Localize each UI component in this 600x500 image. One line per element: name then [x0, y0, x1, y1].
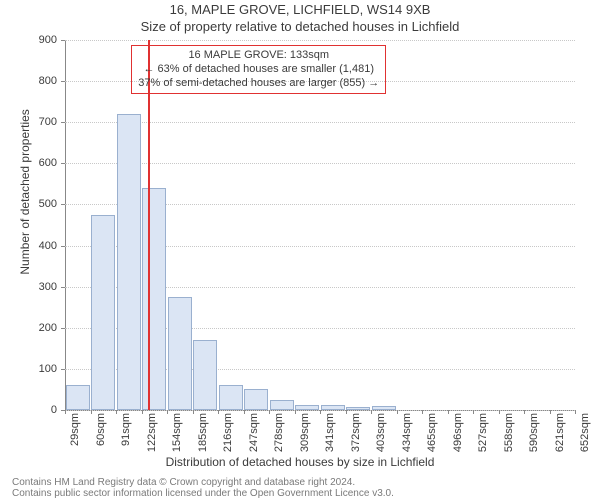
x-tick-label: 403sqm — [375, 413, 387, 452]
histogram-bar — [346, 407, 370, 410]
x-tick-label: 278sqm — [273, 413, 285, 452]
annotation-box: 16 MAPLE GROVE: 133sqm← 63% of detached … — [131, 45, 386, 94]
histogram-bar — [321, 405, 345, 410]
x-tick-label: 496sqm — [452, 413, 464, 452]
y-tick-mark — [61, 40, 65, 41]
x-tick-label: 621sqm — [554, 413, 566, 452]
x-tick-label: 216sqm — [222, 413, 234, 452]
x-tick-label: 652sqm — [579, 413, 591, 452]
y-tick-label: 100 — [17, 363, 57, 375]
y-tick-mark — [61, 122, 65, 123]
x-tick-label: 590sqm — [528, 413, 540, 452]
x-tick-mark — [116, 410, 117, 414]
gridline — [65, 40, 575, 41]
y-tick-label: 800 — [17, 75, 57, 87]
y-tick-mark — [61, 287, 65, 288]
x-tick-label: 29sqm — [69, 413, 81, 446]
y-tick-label: 300 — [17, 281, 57, 293]
histogram-bar — [372, 406, 396, 410]
x-tick-mark — [320, 410, 321, 414]
x-tick-mark — [448, 410, 449, 414]
x-tick-label: 434sqm — [401, 413, 413, 452]
x-tick-mark — [269, 410, 270, 414]
x-tick-mark — [524, 410, 525, 414]
y-tick-mark — [61, 328, 65, 329]
annotation-line: 37% of semi-detached houses are larger (… — [138, 77, 379, 91]
histogram-bar — [244, 389, 268, 410]
x-tick-mark — [142, 410, 143, 414]
x-tick-mark — [397, 410, 398, 414]
x-tick-mark — [65, 410, 66, 414]
x-tick-label: 185sqm — [197, 413, 209, 452]
histogram-bar — [295, 405, 319, 410]
x-tick-mark — [346, 410, 347, 414]
copyright-line: Contains public sector information licen… — [12, 488, 394, 499]
x-tick-mark — [244, 410, 245, 414]
y-tick-mark — [61, 81, 65, 82]
x-tick-mark — [550, 410, 551, 414]
plot-area: 010020030040050060070080090029sqm60sqm91… — [65, 40, 575, 410]
annotation-line: ← 63% of detached houses are smaller (1,… — [138, 63, 379, 77]
x-tick-mark — [167, 410, 168, 414]
y-tick-label: 900 — [17, 34, 57, 46]
histogram-bar — [91, 215, 115, 410]
x-tick-label: 527sqm — [477, 413, 489, 452]
x-tick-mark — [91, 410, 92, 414]
y-tick-label: 500 — [17, 198, 57, 210]
histogram-bar — [193, 340, 217, 410]
x-tick-mark — [473, 410, 474, 414]
x-tick-label: 309sqm — [299, 413, 311, 452]
histogram-bar — [142, 188, 166, 410]
x-tick-mark — [371, 410, 372, 414]
chart-title: 16, MAPLE GROVE, LICHFIELD, WS14 9XB — [0, 2, 600, 17]
histogram-bar — [168, 297, 192, 410]
y-tick-label: 200 — [17, 322, 57, 334]
x-tick-label: 122sqm — [146, 413, 158, 452]
y-tick-mark — [61, 204, 65, 205]
copyright-text: Contains HM Land Registry data © Crown c… — [12, 477, 394, 499]
y-tick-label: 700 — [17, 116, 57, 128]
histogram-bar — [66, 385, 90, 410]
x-tick-label: 465sqm — [426, 413, 438, 452]
annotation-line: 16 MAPLE GROVE: 133sqm — [138, 49, 379, 63]
x-axis-label: Distribution of detached houses by size … — [0, 455, 600, 469]
gridline — [65, 163, 575, 164]
x-tick-label: 341sqm — [324, 413, 336, 452]
x-tick-mark — [193, 410, 194, 414]
histogram-bar — [117, 114, 141, 410]
x-tick-mark — [575, 410, 576, 414]
histogram-bar — [219, 385, 243, 410]
y-tick-label: 600 — [17, 157, 57, 169]
copyright-line: Contains HM Land Registry data © Crown c… — [12, 477, 394, 488]
x-tick-label: 60sqm — [95, 413, 107, 446]
gridline — [65, 122, 575, 123]
chart-subtitle: Size of property relative to detached ho… — [0, 19, 600, 34]
x-tick-label: 154sqm — [171, 413, 183, 452]
histogram-bar — [270, 400, 294, 410]
x-tick-mark — [295, 410, 296, 414]
chart-container: 16, MAPLE GROVE, LICHFIELD, WS14 9XB Siz… — [0, 0, 600, 500]
x-tick-label: 558sqm — [503, 413, 515, 452]
y-tick-mark — [61, 246, 65, 247]
y-tick-label: 0 — [17, 404, 57, 416]
x-tick-label: 372sqm — [350, 413, 362, 452]
y-tick-label: 400 — [17, 240, 57, 252]
y-tick-mark — [61, 369, 65, 370]
x-tick-label: 247sqm — [248, 413, 260, 452]
y-tick-mark — [61, 163, 65, 164]
y-axis-line — [65, 40, 66, 410]
x-tick-mark — [218, 410, 219, 414]
x-tick-mark — [499, 410, 500, 414]
x-tick-label: 91sqm — [120, 413, 132, 446]
x-tick-mark — [422, 410, 423, 414]
property-marker-line — [148, 40, 150, 410]
